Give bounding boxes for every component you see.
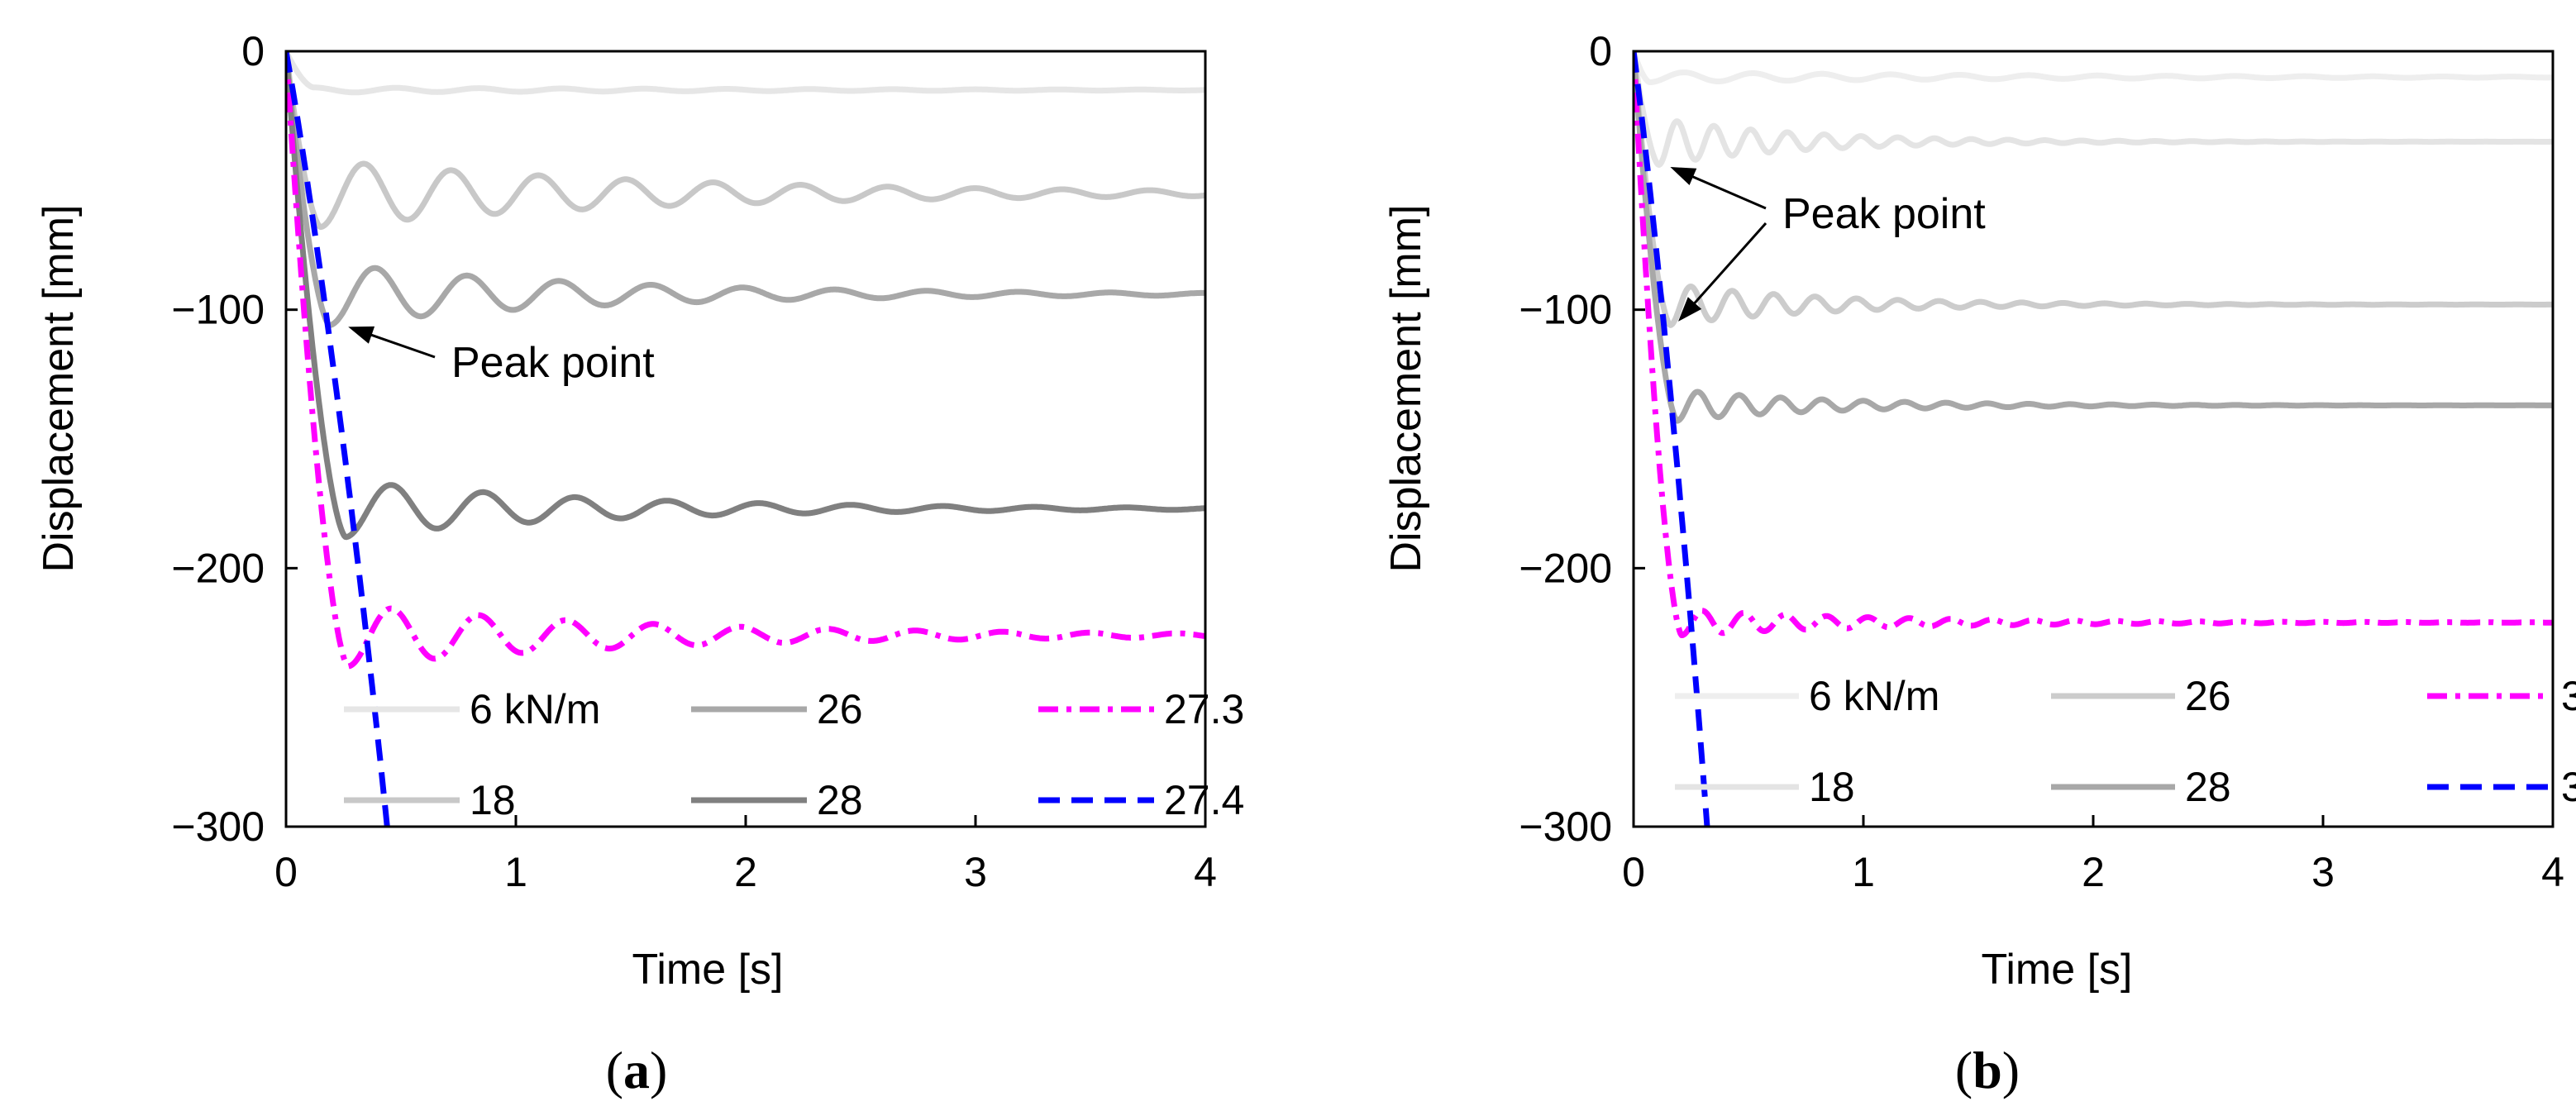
ticks-a: 0 1 2 3 4 0 −100 −200 −300 [171, 28, 1217, 895]
x-tick-label: 1 [504, 849, 527, 895]
legend-label: 27.4 [1164, 777, 1244, 823]
annotation-arrow-head [348, 326, 375, 344]
y-tick-label: −200 [1519, 545, 1612, 591]
panel-label-a: (a) [606, 1041, 668, 1099]
y-axis-label-a: Displacement [mm] [35, 205, 83, 573]
x-tick-label: 0 [1622, 849, 1645, 895]
legend-label: 6 kN/m [1809, 673, 1939, 719]
legend-label: 18 [470, 777, 516, 823]
peak-point-label: Peak point [1782, 190, 1986, 238]
series-line-27-4 [286, 51, 390, 827]
legend-label: 30.6 [2561, 673, 2576, 719]
series-line-30-7 [1634, 51, 1710, 827]
legend-item: 26 [2051, 673, 2231, 719]
y-tick-label: −100 [1519, 287, 1612, 333]
y-tick-label: −300 [1519, 803, 1612, 850]
x-tick-label: 2 [734, 849, 757, 895]
x-tick-label: 4 [2541, 849, 2564, 895]
series-line-28 [286, 51, 1205, 541]
annotation-arrow-shaft [365, 331, 436, 359]
legend-item: 28 [691, 777, 863, 823]
legend-item: 26 [691, 686, 863, 732]
y-tick-label: −100 [171, 287, 265, 333]
x-axis-label-a: Time [s] [632, 946, 784, 994]
legend-item: 28 [2051, 764, 2231, 810]
annotation-arrow-head [1678, 297, 1702, 322]
peak-annotation-a: Peak point [348, 326, 655, 387]
legend-label: 6 kN/m [470, 686, 600, 732]
legend-a: 6 kN/m 18 26 28 27.3 27.4 [344, 686, 1244, 823]
legend-item: 18 [1675, 764, 1855, 810]
legend-item: 27.3 [1038, 686, 1244, 732]
legend-item: 6 kN/m [1675, 673, 1939, 719]
chart-panel-b: 0 1 2 3 4 0 −100 −200 −300 Peak point 6 kN/m 18 26… [1382, 28, 2576, 1099]
legend-item: 18 [344, 777, 516, 823]
x-tick-label: 1 [1852, 849, 1875, 895]
series-line-28 [1634, 51, 2553, 424]
x-axis-label-b: Time [s] [1982, 946, 2133, 994]
plot-area-b [1634, 51, 2553, 827]
chart-panel-a: 0 1 2 3 4 0 −100 −200 −300 Peak point 6 kN/m 18 26… [35, 28, 1244, 1099]
peak-point-label: Peak point [451, 339, 655, 387]
y-tick-label: 0 [241, 28, 265, 74]
legend-item: 27.4 [1038, 777, 1244, 823]
y-tick-label: −300 [171, 803, 265, 850]
legend-label: 18 [1809, 764, 1855, 810]
series-line-6-kN-m [1634, 51, 2553, 85]
legend-item: 30.7 [2427, 764, 2576, 810]
legend-label: 26 [817, 686, 863, 732]
annotation-arrow-shaft [1686, 173, 1767, 210]
x-tick-label: 3 [964, 849, 987, 895]
legend-item: 6 kN/m [344, 686, 600, 732]
y-tick-label: 0 [1589, 28, 1612, 74]
legend-label: 28 [817, 777, 863, 823]
legend-item: 30.6 [2427, 673, 2576, 719]
legend-b: 6 kN/m 18 26 28 30.6 30.7 [1675, 673, 2576, 810]
series-line-18 [286, 51, 1205, 231]
series-lines-b [1634, 51, 2553, 827]
annotation-arrow-head [1670, 167, 1697, 185]
series-line-26 [286, 51, 1205, 328]
series-line-30-6 [1634, 51, 2553, 638]
legend-label: 26 [2185, 673, 2231, 719]
x-tick-label: 4 [1194, 849, 1217, 895]
ticks-b: 0 1 2 3 4 0 −100 −200 −300 [1519, 28, 2564, 895]
y-axis-label-b: Displacement [mm] [1382, 205, 1430, 573]
y-tick-label: −200 [171, 545, 265, 591]
x-tick-label: 2 [2082, 849, 2105, 895]
panel-label-b: (b) [1955, 1041, 2020, 1099]
peak-annotation-b: Peak point [1670, 167, 1986, 322]
legend-label: 28 [2185, 764, 2231, 810]
x-tick-label: 3 [2311, 849, 2335, 895]
annotation-arrow-shaft [1689, 222, 1767, 309]
series-lines-a [286, 51, 1205, 827]
series-line-18 [1634, 51, 2553, 168]
legend-label: 27.3 [1164, 686, 1244, 732]
x-tick-label: 0 [274, 849, 298, 895]
series-line-6-kN-m [286, 51, 1205, 96]
legend-label: 30.7 [2561, 764, 2576, 810]
series-line-26 [1634, 51, 2553, 328]
